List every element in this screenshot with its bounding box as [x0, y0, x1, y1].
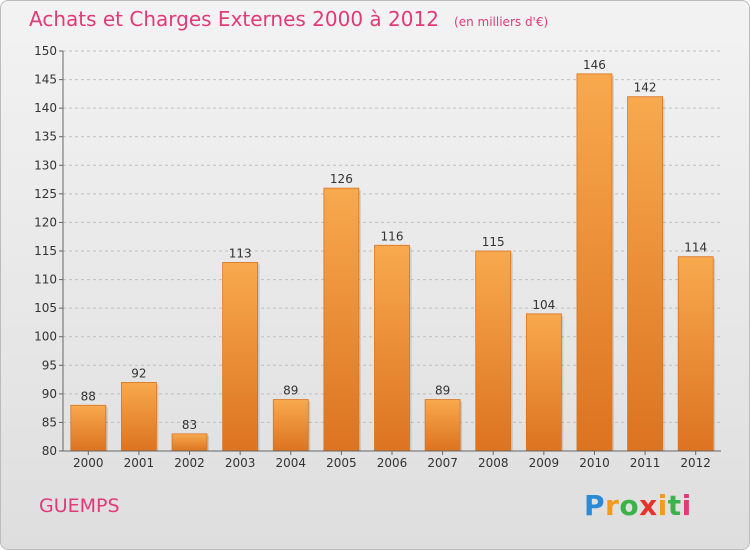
x-tick-label: 2007 — [427, 456, 458, 470]
bar-value-label: 116 — [381, 229, 404, 243]
commune-name: GUEMPS — [39, 495, 120, 517]
logo-letter: o — [619, 489, 640, 522]
y-tick-label: 85 — [42, 415, 57, 429]
y-tick-label: 110 — [34, 273, 57, 287]
bar-2011 — [627, 96, 663, 452]
x-tick-label: 2000 — [73, 456, 104, 470]
bar-value-label: 89 — [435, 384, 450, 398]
chart-unit: (en milliers d'€) — [454, 15, 549, 29]
axes: 80 85 90 95 100 105 110 115 120 125 130 135 140 145 15… — [34, 44, 721, 470]
x-tick-label: 2005 — [326, 456, 357, 470]
logo-letter: r — [605, 489, 620, 522]
x-tick-label: 2006 — [377, 456, 408, 470]
y-tick-label: 95 — [42, 358, 57, 372]
x-tick-label: 2010 — [579, 456, 610, 470]
y-tick-label: 80 — [42, 444, 57, 458]
y-tick-label: 105 — [34, 301, 57, 315]
bar-2000 — [70, 404, 107, 452]
x-tick-label: 2011 — [630, 456, 661, 470]
bar-value-label: 114 — [684, 241, 707, 255]
bar-2004 — [272, 399, 309, 452]
y-tick-label: 120 — [34, 215, 57, 229]
bar-value-label: 115 — [482, 235, 505, 249]
bar-value-label: 92 — [131, 366, 146, 380]
bar-2005 — [323, 187, 360, 452]
x-tick-label: 2002 — [174, 456, 205, 470]
y-tick-label: 90 — [42, 387, 57, 401]
logo-letter: P — [584, 489, 606, 522]
y-tick-label: 140 — [34, 101, 57, 115]
bar-value-label: 83 — [182, 418, 197, 432]
x-tick-label: 2012 — [680, 456, 711, 470]
bar-value-label: 88 — [81, 389, 96, 403]
bar-2003 — [222, 262, 259, 452]
bars: 88 92 83 113 89 126 116 89 115 104 146 142 114 — [70, 58, 716, 452]
logo-letter: i — [681, 489, 692, 522]
bar-2006 — [374, 244, 410, 452]
y-tick-label: 135 — [34, 130, 57, 144]
bar-value-label: 126 — [330, 172, 353, 186]
bar-2009 — [525, 313, 562, 452]
logo-letter: i — [657, 489, 668, 522]
x-tick-label: 2009 — [529, 456, 560, 470]
y-tick-label: 100 — [34, 330, 57, 344]
chart-title-text: Achats et Charges Externes 2000 à 2012 — [29, 7, 439, 31]
y-tick-label: 130 — [34, 158, 57, 172]
y-tick-label: 150 — [34, 44, 57, 58]
bar-2007 — [424, 399, 461, 452]
bar-2012 — [677, 256, 714, 452]
logo-letter: x — [639, 489, 658, 522]
bar-value-label: 89 — [283, 384, 298, 398]
y-tick-label: 115 — [34, 244, 57, 258]
bar-value-label: 142 — [634, 81, 657, 95]
chart-title: Achats et Charges Externes 2000 à 2012 (… — [29, 7, 548, 31]
bar-2010 — [576, 73, 613, 452]
x-tick-label: 2008 — [478, 456, 509, 470]
proxiti-logo: Proxiti — [584, 489, 692, 522]
logo-letter: t — [667, 489, 682, 522]
x-tick-label: 2004 — [275, 456, 306, 470]
bar-value-label: 104 — [532, 298, 555, 312]
x-tick-label: 2001 — [124, 456, 155, 470]
bar-2002 — [171, 433, 208, 452]
bar-value-label: 146 — [583, 58, 606, 72]
y-tick-label: 125 — [34, 187, 57, 201]
bar-2008 — [475, 250, 512, 452]
bar-value-label: 113 — [229, 246, 252, 260]
y-tick-label: 145 — [34, 73, 57, 87]
bar-2001 — [121, 382, 157, 452]
x-tick-label: 2003 — [225, 456, 256, 470]
